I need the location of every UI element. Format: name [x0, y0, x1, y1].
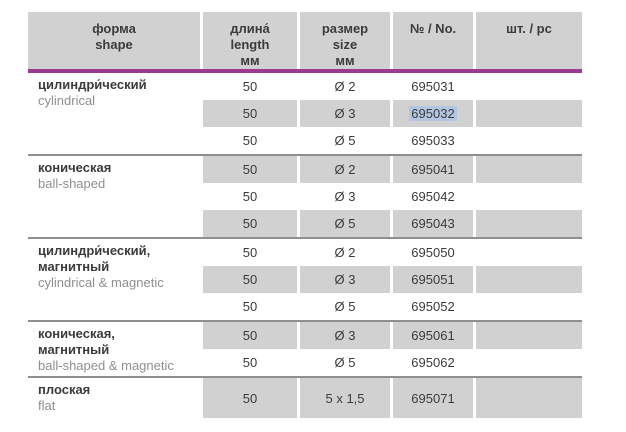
number-cell: 695041 [390, 156, 473, 183]
qty-cell [473, 293, 582, 320]
length-cell: 50 [200, 266, 297, 293]
group-separator [28, 376, 582, 378]
shape-name-en: flat [38, 398, 56, 413]
number-cell: 695031 [390, 73, 473, 100]
size-cell: Ø 5 [297, 349, 390, 376]
length-cell: 50 [200, 322, 297, 349]
length-cell: 50 [200, 100, 297, 127]
length-cell: 50 [200, 378, 297, 418]
length-cell: 50 [200, 210, 297, 237]
qty-cell [473, 100, 582, 127]
shape-name-ru: коническая [38, 160, 112, 175]
group-separator [28, 237, 582, 239]
column-header-no: № / No. [390, 12, 473, 69]
table-row: цилиндри́ческий, магнитный cylindrical & … [28, 239, 582, 320]
number-cell: 695052 [390, 293, 473, 320]
table-header: форма shape длина́ length мм размер size мм № / … [28, 12, 582, 73]
length-cell: 50 [200, 349, 297, 376]
group-separator [28, 320, 582, 322]
number-cell: 695033 [390, 127, 473, 154]
size-cell: Ø 5 [297, 127, 390, 154]
table-row: 50 Ø 3 695051 [28, 266, 582, 293]
table-body: цилиндри́ческий cylindrical 50 Ø 2 695031 50 Ø… [28, 73, 582, 418]
shape-name-ru: коническая, магнитный [38, 326, 115, 357]
shape-cell: коническая ball-shaped [28, 156, 200, 237]
qty-cell [473, 378, 582, 418]
shape-name-en: cylindrical [38, 93, 96, 108]
shape-cell: цилиндри́ческий, магнитный cylindrical & … [28, 239, 200, 320]
qty-cell [473, 266, 582, 293]
shape-cell: коническая, магнитный ball-shaped & magne… [28, 322, 200, 376]
qty-cell [473, 210, 582, 237]
size-cell: Ø 5 [297, 293, 390, 320]
number-cell: 695043 [390, 210, 473, 237]
table-row: 50 Ø 5 695052 [28, 293, 582, 320]
number-cell: 695050 [390, 239, 473, 266]
selected-number[interactable]: 695032 [409, 106, 457, 121]
table-row: 50 Ø 5 695043 [28, 210, 582, 237]
number-cell: 695051 [390, 266, 473, 293]
qty-cell [473, 322, 582, 349]
length-cell: 50 [200, 183, 297, 210]
shape-name-en: ball-shaped [38, 176, 106, 191]
size-cell: Ø 2 [297, 156, 390, 183]
size-cell: Ø 3 [297, 100, 390, 127]
header-accent-line [28, 69, 582, 73]
table-row: 50 Ø 3 695032 [28, 100, 582, 127]
shape-name-en: ball-shaped & magnetic [38, 358, 174, 373]
shape-name-ru: плоская [38, 382, 91, 397]
table-row: 50 Ø 5 695033 [28, 127, 582, 154]
column-header-length: длина́ length мм [200, 12, 297, 69]
table-row: коническая, магнитный ball-shaped & magne… [28, 322, 582, 376]
page: форма shape длина́ length мм размер size мм № / … [28, 12, 582, 418]
qty-cell [473, 156, 582, 183]
length-cell: 50 [200, 293, 297, 320]
column-header-pcs: шт. / pc [473, 12, 582, 69]
shape-name-ru: цилиндри́ческий [38, 77, 147, 92]
length-cell: 50 [200, 239, 297, 266]
table-row: цилиндри́ческий cylindrical 50 Ø 2 695031 [28, 73, 582, 154]
qty-cell [473, 349, 582, 376]
table-row: 50 Ø 5 695062 [28, 349, 582, 376]
number-cell: 695061 [390, 322, 473, 349]
table-row: плоская flat 50 5 x 1,5 695071 [28, 378, 582, 418]
length-cell: 50 [200, 156, 297, 183]
size-cell: Ø 3 [297, 322, 390, 349]
size-cell: Ø 2 [297, 239, 390, 266]
table-row: коническая ball-shaped 50 Ø 2 695041 [28, 156, 582, 237]
column-header-shape: форма shape [28, 12, 200, 69]
shape-name-ru: цилиндри́ческий, магнитный [38, 243, 151, 274]
shape-name-en: cylindrical & magnetic [38, 275, 164, 290]
qty-cell [473, 239, 582, 266]
number-cell: 695032 [390, 100, 473, 127]
length-cell: 50 [200, 127, 297, 154]
size-cell: 5 x 1,5 [297, 378, 390, 418]
number-cell: 695071 [390, 378, 473, 418]
table-row: 50 Ø 3 695042 [28, 183, 582, 210]
number-cell: 695042 [390, 183, 473, 210]
length-cell: 50 [200, 73, 297, 100]
size-cell: Ø 2 [297, 73, 390, 100]
qty-cell [473, 73, 582, 100]
shape-cell: цилиндри́ческий cylindrical [28, 73, 200, 154]
size-cell: Ø 3 [297, 183, 390, 210]
qty-cell [473, 183, 582, 210]
shape-cell: плоская flat [28, 378, 200, 418]
column-header-size: размер size мм [297, 12, 390, 69]
size-cell: Ø 3 [297, 266, 390, 293]
qty-cell [473, 127, 582, 154]
group-separator [28, 154, 582, 156]
size-cell: Ø 5 [297, 210, 390, 237]
product-table: форма shape длина́ length мм размер size мм № / … [28, 12, 582, 418]
number-cell: 695062 [390, 349, 473, 376]
